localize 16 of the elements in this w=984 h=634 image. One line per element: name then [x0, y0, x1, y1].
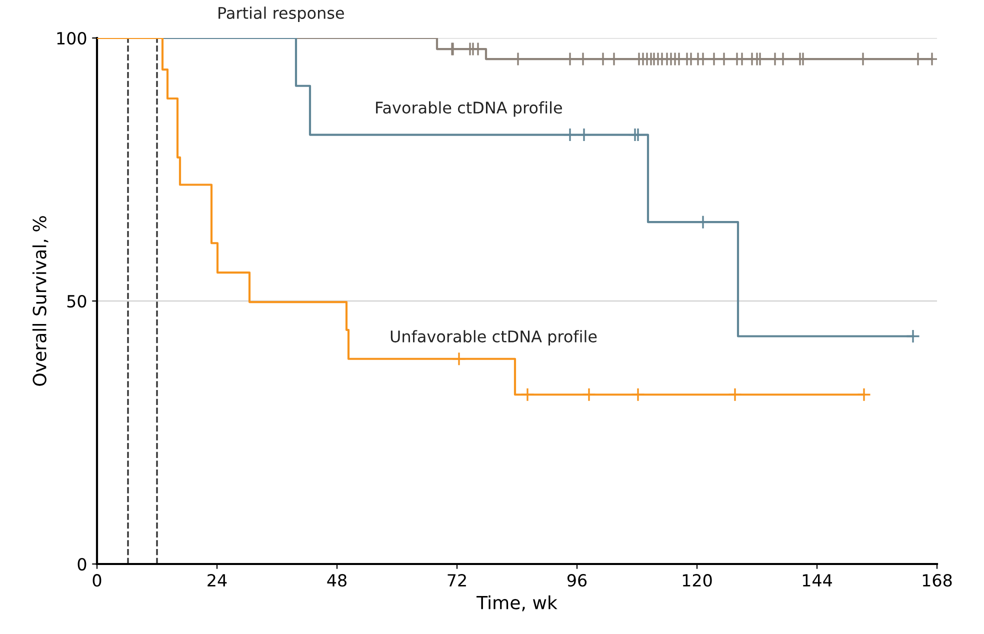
x-axis-title: Time, wk — [476, 595, 558, 612]
x-tick-label: 72 — [448, 574, 466, 586]
series-label: Unfavorable ctDNA profile — [390, 330, 597, 346]
series-label: Partial response — [218, 6, 344, 22]
y-axis-title: Overall Survival, % — [32, 216, 48, 386]
x-tick-label: 48 — [327, 574, 346, 587]
x-tick-label: 24 — [208, 574, 227, 586]
x-tick-label: 96 — [567, 574, 587, 587]
x-tick-label: 120 — [682, 574, 712, 587]
x-tick-label: 144 — [802, 574, 832, 586]
series-label: Favorable ctDNA profile — [376, 101, 562, 117]
x-tick-label: 168 — [922, 574, 952, 587]
y-tick-label: 50 — [67, 294, 86, 308]
y-tick-label: 100 — [57, 32, 86, 45]
y-tick-label: 0 — [78, 558, 86, 571]
x-tick-label: 0 — [92, 574, 102, 587]
